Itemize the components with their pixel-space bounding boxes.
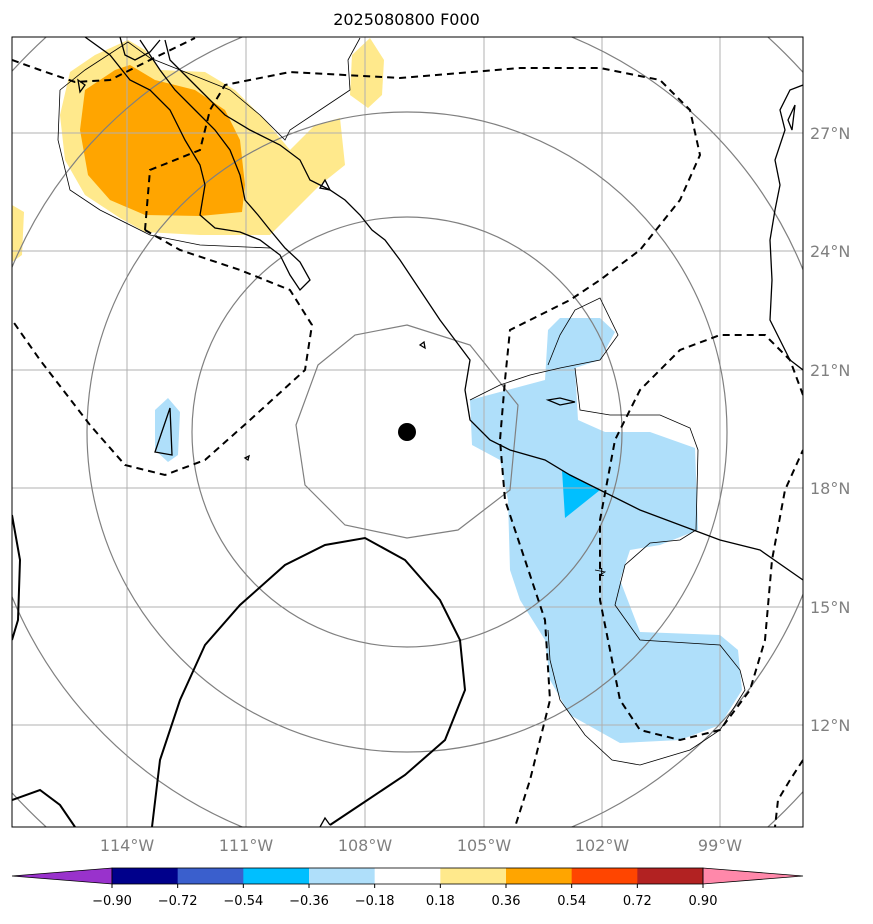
colorbar-tick-label: −0.54 — [223, 894, 263, 909]
solid-contours — [12, 514, 467, 827]
boundaries — [57, 37, 746, 766]
colorbar-tick-label: 0.72 — [623, 894, 652, 909]
negative-anomaly-light-2 — [155, 398, 180, 462]
colorbar-bin — [506, 868, 573, 884]
colorbar-tick-label: 0.36 — [492, 894, 521, 909]
colorbar-tick-label: −0.36 — [289, 894, 329, 909]
contour-label: 1 — [598, 566, 605, 579]
colorbar-bin — [112, 868, 179, 884]
colorbar-bin — [309, 868, 376, 884]
map-title: 2025080800 F000 — [333, 10, 480, 29]
colorbar-tick-label: −0.18 — [355, 894, 395, 909]
colorbar: −0.90 −0.72 −0.54 −0.36 −0.18 0.18 0.36 0.54 0.7… — [11, 867, 804, 909]
storm-center-marker — [398, 423, 416, 441]
lat-lon-grid — [12, 37, 803, 827]
colorbar-extend-high — [702, 867, 804, 885]
colorbar-tick-label: 0.54 — [557, 894, 586, 909]
colorbar-tick-label: 0.90 — [689, 894, 718, 909]
map-frame — [11, 36, 804, 828]
lat-label-12n: 12°N — [810, 716, 850, 735]
colorbar-extend-low — [11, 867, 113, 885]
lat-label-15n: 15°N — [810, 598, 850, 617]
colorbar-tick-label: −0.90 — [92, 894, 132, 909]
lon-label-114w: 114°W — [100, 836, 155, 855]
colorbar-tick-label: 0.18 — [426, 894, 455, 909]
lat-label-27n: 27°N — [810, 124, 850, 143]
colorbar-outline — [111, 867, 704, 885]
lon-label-105w: 105°W — [457, 836, 512, 855]
colorbar-bin — [440, 868, 507, 884]
lon-label-111w: 111°W — [219, 836, 274, 855]
colorbar-bin — [637, 868, 704, 884]
lon-label-108w: 108°W — [338, 836, 393, 855]
colorbar-tick-label: −0.72 — [158, 894, 198, 909]
coastlines — [77, 37, 803, 827]
colorbar-bin — [374, 868, 441, 884]
colorbar-bin — [571, 868, 638, 884]
lon-label-102w: 102°W — [575, 836, 630, 855]
positive-anomaly-light-2 — [350, 38, 384, 108]
dashed-contours — [12, 37, 803, 827]
lon-label-99w: 99°W — [698, 836, 742, 855]
colorbar-bin — [243, 868, 310, 884]
colorbar-bin — [177, 868, 244, 884]
negative-anomaly-dark — [562, 470, 600, 518]
lat-label-24n: 24°N — [810, 242, 850, 261]
lat-label-21n: 21°N — [810, 361, 850, 380]
negative-anomaly-light — [470, 318, 742, 743]
lat-label-18n: 18°N — [810, 479, 850, 498]
